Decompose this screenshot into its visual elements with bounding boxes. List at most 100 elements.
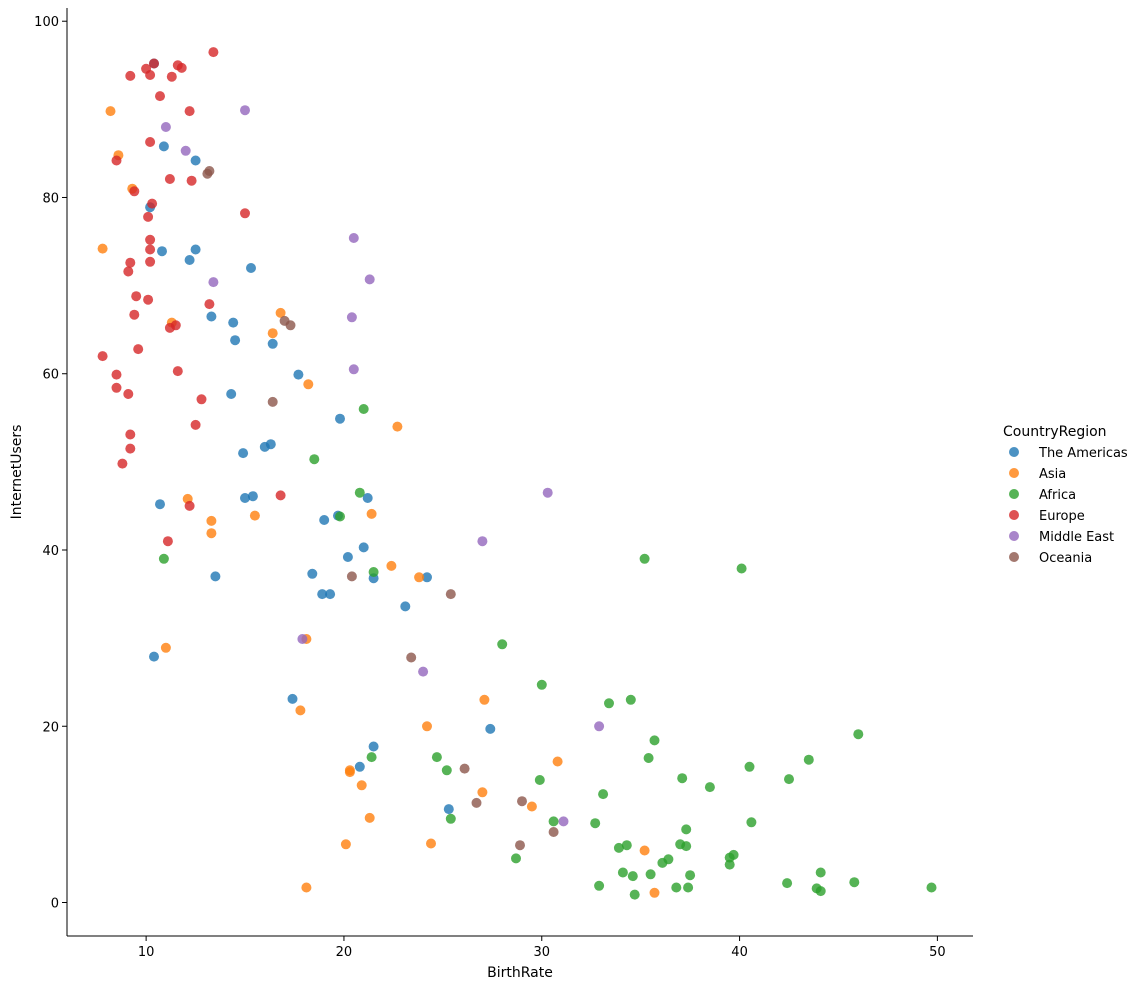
point-africa: [704, 782, 715, 793]
y-tick-label: 80: [42, 191, 59, 206]
point-africa: [536, 679, 547, 690]
point-africa: [613, 842, 624, 853]
point-africa: [744, 761, 755, 772]
point-europe: [145, 70, 156, 80]
point-middle-east: [418, 666, 429, 677]
legend: CountryRegion The Americas Asia Africa Euro…: [1003, 424, 1128, 566]
point-africa: [853, 729, 864, 740]
point-asia: [364, 812, 375, 823]
x-tick-label: 50: [929, 945, 946, 960]
point-asia: [426, 838, 436, 849]
point-europe: [125, 443, 136, 454]
point-africa: [445, 813, 456, 824]
point-africa: [590, 818, 601, 829]
legend-marker: [1009, 510, 1019, 520]
point-the-americas: [206, 311, 217, 322]
point-asia: [206, 515, 217, 526]
point-africa: [728, 849, 739, 860]
point-oceania: [445, 589, 456, 600]
point-asia: [97, 243, 108, 254]
point-the-americas: [190, 155, 201, 166]
point-africa: [677, 773, 688, 784]
legend-entry-label: The Americas: [1038, 446, 1128, 461]
point-oceania: [406, 652, 417, 663]
point-the-americas: [246, 263, 256, 273]
point-asia: [275, 307, 286, 318]
point-the-americas: [362, 493, 373, 503]
point-europe: [133, 344, 144, 355]
point-asia: [366, 508, 377, 519]
point-africa: [657, 857, 668, 868]
point-the-americas: [307, 568, 318, 579]
point-middle-east: [346, 312, 357, 323]
point-africa: [803, 754, 814, 765]
axes: [66, 8, 973, 937]
legend-entry-label: Oceania: [1039, 551, 1092, 566]
point-the-americas: [210, 571, 221, 582]
legend-marker: [1009, 489, 1019, 499]
point-middle-east: [542, 487, 553, 498]
point-the-americas: [342, 552, 353, 562]
point-africa: [649, 735, 660, 746]
point-asia: [649, 887, 660, 898]
point-asia: [552, 756, 563, 767]
point-europe: [184, 106, 195, 117]
y-tick-label: 100: [34, 15, 59, 30]
y-tick-label: 60: [42, 368, 59, 383]
point-the-americas: [158, 141, 169, 152]
point-europe: [125, 70, 136, 81]
y-tick-label: 0: [51, 897, 59, 912]
point-asia: [422, 721, 432, 732]
point-africa: [358, 404, 369, 414]
point-europe: [172, 366, 183, 377]
point-africa: [639, 553, 650, 564]
point-the-americas: [287, 693, 298, 704]
point-europe: [204, 299, 215, 310]
point-africa: [617, 867, 628, 878]
legend-marker: [1009, 447, 1019, 457]
point-the-americas: [155, 499, 165, 510]
point-asia: [105, 106, 116, 117]
x-tick-label: 20: [336, 945, 353, 960]
point-oceania: [515, 840, 525, 851]
legend-entry-label: Europe: [1039, 509, 1085, 524]
point-asia: [414, 572, 425, 583]
point-europe: [123, 389, 134, 399]
point-europe: [208, 47, 219, 58]
point-the-americas: [184, 255, 195, 265]
x-axis-label: BirthRate: [487, 965, 553, 981]
point-europe: [186, 175, 197, 186]
point-europe: [131, 291, 142, 302]
point-middle-east: [477, 536, 488, 547]
point-the-americas: [354, 761, 365, 772]
point-africa: [736, 563, 747, 574]
point-africa: [681, 841, 692, 852]
point-oceania: [548, 827, 559, 837]
point-oceania: [346, 571, 357, 582]
point-africa: [815, 886, 826, 897]
point-africa: [643, 753, 654, 763]
point-oceania: [471, 797, 482, 808]
point-europe: [190, 419, 201, 430]
point-asia: [477, 787, 488, 798]
point-oceania: [517, 796, 527, 807]
point-middle-east: [348, 364, 359, 375]
point-africa: [431, 752, 442, 763]
point-the-americas: [240, 493, 250, 503]
point-europe: [166, 71, 177, 82]
point-africa: [625, 694, 636, 705]
point-oceania: [459, 763, 470, 774]
point-the-americas: [226, 389, 237, 399]
point-the-americas: [422, 572, 432, 583]
point-middle-east: [240, 105, 250, 116]
point-middle-east: [558, 816, 569, 827]
legend-marker: [1009, 468, 1019, 478]
point-europe: [125, 429, 136, 440]
point-europe: [111, 155, 122, 166]
point-asia: [303, 379, 314, 390]
point-africa: [849, 877, 860, 888]
legend-title: CountryRegion: [1003, 424, 1107, 440]
point-africa: [621, 840, 632, 851]
point-europe: [164, 174, 175, 184]
